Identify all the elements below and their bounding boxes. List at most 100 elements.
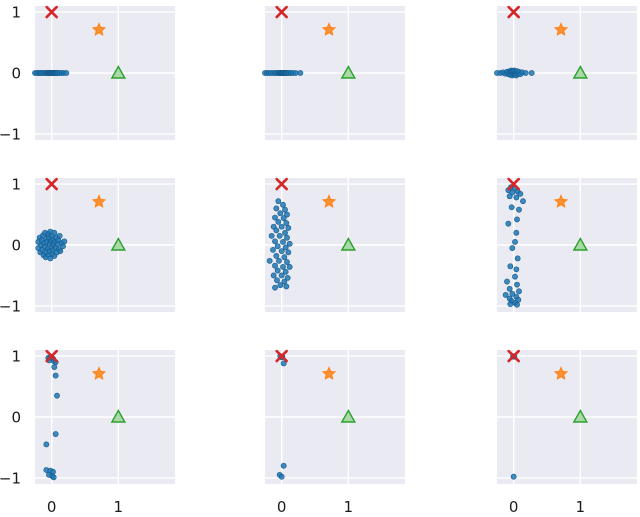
data-point (514, 216, 520, 223)
data-point (509, 245, 516, 251)
data-point (272, 284, 278, 291)
data-point (281, 254, 288, 261)
data-point (504, 278, 510, 285)
data-point (513, 229, 520, 236)
data-point (50, 474, 57, 481)
data-point (286, 240, 293, 247)
data-point (278, 223, 285, 230)
data-point (513, 194, 520, 201)
data-point (280, 360, 287, 367)
y-tick-label: 1 (11, 176, 21, 194)
data-point (54, 392, 60, 399)
x-marker (275, 177, 288, 191)
data-point (528, 70, 535, 76)
data-point (51, 229, 58, 236)
data-point (514, 255, 521, 262)
data-point (286, 264, 293, 270)
data-point (282, 244, 289, 251)
data-point (516, 288, 522, 295)
data-point (512, 273, 518, 280)
data-point (510, 473, 517, 480)
data-point (275, 198, 282, 205)
panel-row3-col1: −1 0 1 0 1 (0, 348, 175, 516)
data-point (502, 292, 509, 298)
data-point (506, 193, 513, 200)
x-tick-label: 1 (344, 498, 354, 516)
x-tick-label: 0 (277, 498, 287, 516)
data-point (277, 210, 284, 217)
data-point (282, 229, 288, 236)
star-marker (91, 194, 107, 208)
data-point (507, 301, 514, 307)
gridlines (35, 350, 175, 484)
x-marker (507, 349, 520, 363)
data-point (278, 248, 285, 254)
y-tick-label: −1 (0, 125, 21, 143)
data-point (285, 225, 292, 231)
x-marker (45, 349, 58, 363)
y-tick-label: 1 (11, 4, 21, 22)
data-point (280, 264, 286, 270)
triangle-marker (572, 237, 589, 251)
triangle-marker (110, 237, 127, 251)
y-tick-label: 0 (11, 409, 21, 427)
data-point (273, 227, 280, 234)
data-point (278, 473, 285, 480)
data-point (283, 220, 290, 226)
data-point (513, 266, 520, 273)
y-tick-label: −1 (0, 297, 21, 315)
triangle-marker (572, 65, 589, 79)
x-marker (45, 177, 58, 191)
data-point (522, 70, 529, 76)
data-point (274, 267, 281, 274)
data-point (277, 282, 284, 289)
data-point (280, 215, 287, 222)
data-point (297, 70, 304, 76)
data-point (505, 220, 512, 227)
data-point (60, 243, 66, 250)
data-points (502, 184, 526, 308)
data-point (282, 206, 288, 213)
x-marker (507, 177, 520, 191)
data-point (275, 218, 282, 225)
y-tick-label: 0 (11, 237, 21, 255)
y-tick-label: 0 (11, 65, 21, 83)
data-point (280, 201, 286, 208)
data-point (284, 211, 290, 218)
panel-row2-col3 (497, 177, 637, 312)
data-point (43, 441, 50, 448)
data-point (278, 272, 285, 279)
data-point (51, 364, 58, 370)
data-point (282, 268, 289, 275)
data-point (284, 234, 290, 241)
data-point (276, 232, 283, 239)
data-point (273, 253, 280, 259)
x-tick-label: 0 (509, 498, 519, 516)
triangle-marker (340, 65, 357, 79)
data-point (272, 262, 278, 269)
data-points (32, 70, 70, 76)
data-points (35, 228, 68, 262)
data-point (280, 239, 286, 245)
data-point (520, 198, 526, 205)
data-point (52, 431, 59, 437)
data-points (494, 67, 535, 79)
x-marker (275, 5, 288, 19)
panel-row2-col1: −1 0 1 (0, 176, 175, 315)
panel-row2-col2 (265, 177, 405, 312)
x-tick-label: 0 (47, 498, 57, 516)
star-marker (321, 366, 337, 380)
triangle-marker (110, 409, 127, 423)
data-points (266, 198, 293, 291)
data-point (268, 232, 275, 239)
y-tick-label: 1 (11, 348, 21, 366)
star-marker (91, 366, 107, 380)
data-point (514, 281, 520, 288)
star-marker (553, 366, 569, 380)
data-point (61, 238, 68, 245)
data-point (280, 462, 287, 469)
data-point (274, 277, 280, 284)
